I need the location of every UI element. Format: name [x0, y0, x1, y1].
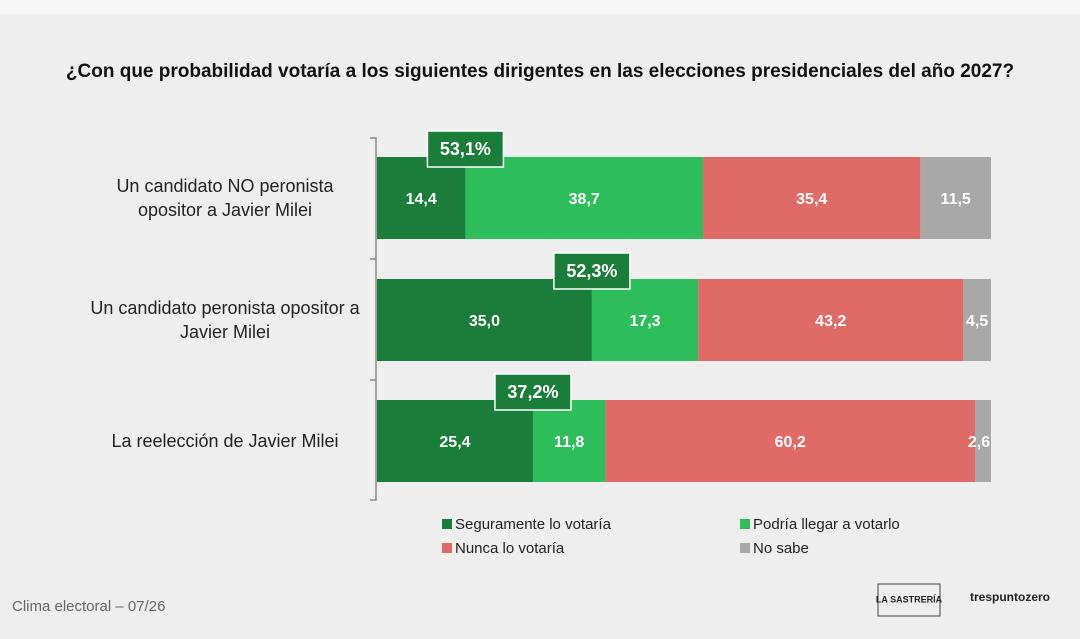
value-label: 14,4 — [406, 191, 437, 208]
bar-segment — [605, 400, 976, 482]
bar-segment — [591, 279, 699, 361]
value-label: 17,3 — [629, 313, 660, 330]
total-label: 37,2% — [507, 382, 558, 402]
category-label: La reelección de Javier Milei — [111, 431, 339, 451]
total-box — [553, 252, 631, 290]
legend-swatch — [442, 519, 452, 529]
bar-segment — [377, 279, 592, 361]
bar-segment — [975, 400, 991, 482]
value-label: 38,7 — [569, 191, 600, 208]
chart-title: ¿Con que probabilidad votaría a los sigu… — [66, 61, 1014, 82]
total-box — [426, 130, 505, 168]
bar-segment — [698, 279, 964, 361]
category-label: Un candidato peronista opositor a Javier… — [90, 298, 360, 342]
bar-segment — [377, 157, 466, 239]
bar-segment — [703, 157, 921, 239]
logo-box — [877, 583, 941, 617]
value-label: 4,5 — [966, 313, 988, 330]
bar-segment — [963, 279, 991, 361]
value-label: 35,4 — [796, 191, 827, 208]
value-label: 25,4 — [439, 434, 470, 451]
value-label: 35,0 — [469, 313, 500, 330]
bar-segment — [532, 400, 606, 482]
axis-bracket — [370, 137, 377, 501]
bar-segment — [920, 157, 991, 239]
legend-label: Seguramente lo votaría — [455, 516, 612, 533]
legend-label: Podría llegar a votarlo — [753, 516, 900, 533]
category-label: Un candidato NO peronista opositor a Jav… — [116, 176, 334, 220]
legend-label: No sabe — [753, 540, 809, 557]
bar-segment — [465, 157, 704, 239]
legend-swatch — [740, 543, 750, 553]
value-label: 11,5 — [941, 191, 971, 208]
logo: LA SASTRERÍA — [876, 594, 943, 604]
legend-swatch — [442, 543, 452, 553]
legend-swatch — [740, 519, 750, 529]
footer: Clima electoral – 07/26 — [12, 598, 165, 615]
bar-segment — [377, 400, 533, 482]
value-label: 11,8 — [554, 434, 584, 451]
total-label: 53,1% — [440, 139, 491, 159]
legend-label: Nunca lo votaría — [455, 540, 565, 557]
total-label: 52,3% — [566, 261, 617, 281]
logo: trespuntozero — [970, 590, 1050, 604]
value-label: 43,2 — [815, 313, 846, 330]
value-label: 60,2 — [775, 434, 806, 451]
value-label: 2,6 — [968, 434, 990, 451]
total-box — [494, 373, 572, 411]
top-band — [0, 0, 1080, 14]
